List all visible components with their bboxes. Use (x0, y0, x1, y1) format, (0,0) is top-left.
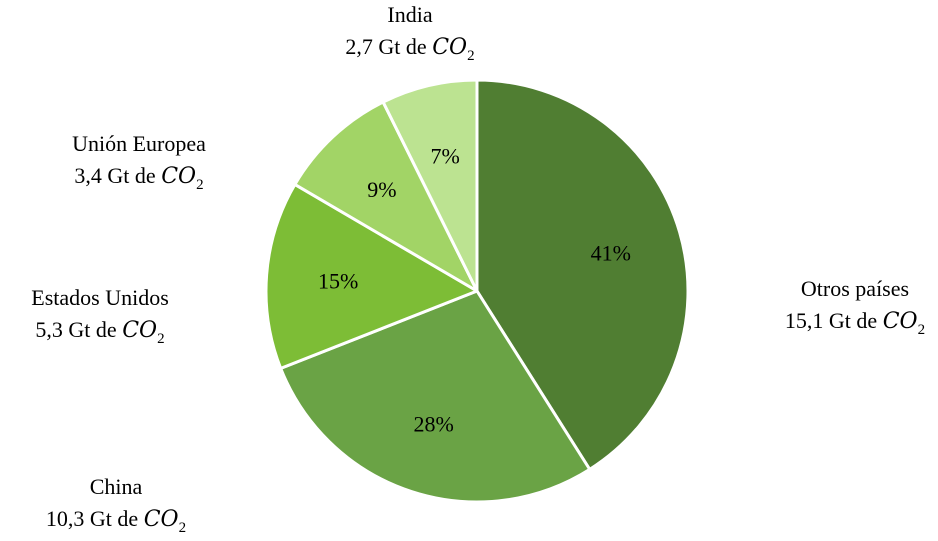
slice-china (279, 289, 592, 504)
slice-union-europea (293, 100, 479, 293)
amount-label-india: 2,7 Gt de CO2 (345, 34, 474, 64)
amount-label-otros-paises: 15,1 Gt de CO2 (785, 308, 925, 338)
percent-label-estados-unidos: 15% (318, 268, 358, 293)
percent-label-otros-paises: 41% (591, 240, 631, 265)
percent-labels: 41% 28% 15% 9% 7% (318, 143, 631, 436)
slice-india (381, 78, 479, 293)
category-labels: Otros países 15,1 Gt de CO2 China 10,3 Gt d… (31, 2, 925, 536)
category-label-india: India (387, 2, 432, 27)
amount-label-china: 10,3 Gt de CO2 (46, 506, 186, 536)
category-label-estados-unidos: Estados Unidos (31, 285, 169, 310)
amount-label-union-europea: 3,4 Gt de CO2 (74, 163, 203, 193)
category-label-union-europea: Unión Europea (72, 131, 206, 156)
percent-label-union-europea: 9% (367, 177, 396, 202)
category-label-china: China (90, 474, 143, 499)
percent-label-china: 28% (414, 411, 454, 436)
slice-estados-unidos (264, 182, 479, 370)
pie-slices (264, 78, 690, 504)
amount-label-estados-unidos: 5,3 Gt de CO2 (35, 317, 164, 347)
category-label-otros-paises: Otros países (801, 276, 909, 301)
percent-label-india: 7% (431, 143, 460, 168)
